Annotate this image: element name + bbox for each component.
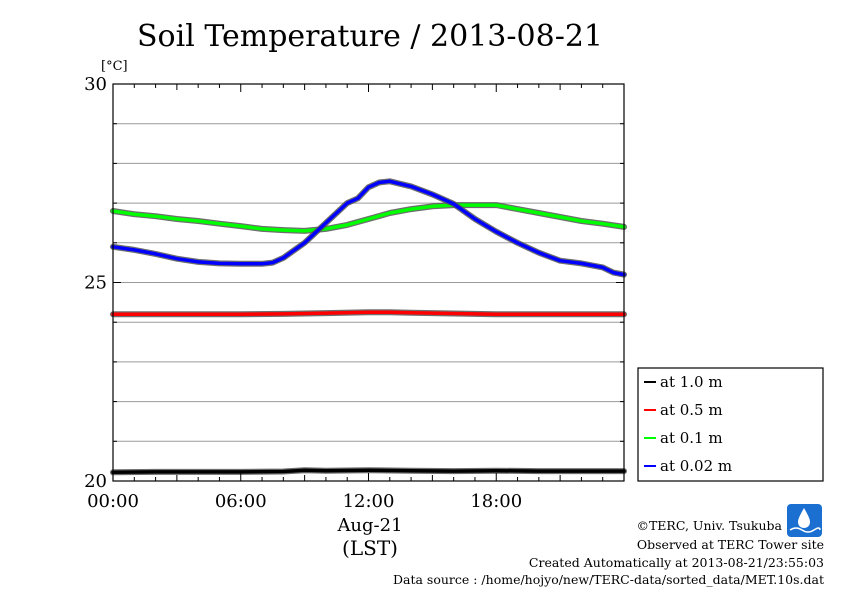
y-tick-label: 20 — [84, 471, 107, 492]
chart-title: Soil Temperature / 2013-08-21 — [137, 19, 603, 54]
y-tick-label: 25 — [84, 273, 107, 294]
legend: at 1.0 m at 0.5 m at 0.1 m at 0.02 m — [637, 367, 824, 482]
footer-data-source: Data source : /home/hojyo/new/TERC-data/… — [393, 572, 824, 587]
legend-label: at 0.5 m — [660, 401, 723, 419]
x-axis-date-label: Aug-21 — [336, 515, 402, 536]
footer-copyright: ©TERC, Univ. Tsukuba — [636, 518, 782, 533]
x-tick-label: 00:00 — [87, 491, 139, 512]
x-tick-label: 12:00 — [343, 491, 395, 512]
series-group — [110, 202, 627, 234]
y-axis-unit: [°C] — [101, 59, 128, 74]
droplet-icon — [798, 508, 810, 528]
axis-tick-labels: 20 25 30 00:00 06:00 12:00 18:00 — [84, 74, 522, 512]
series-group — [110, 467, 627, 476]
x-axis-timezone-label: (LST) — [342, 536, 398, 560]
series-line — [111, 310, 626, 317]
wave-icon — [789, 527, 821, 533]
legend-label: at 1.0 m — [660, 373, 723, 391]
series-line — [111, 468, 626, 475]
series-group — [110, 309, 627, 318]
series-line — [111, 203, 626, 233]
series-line — [111, 179, 626, 277]
legend-label: at 0.02 m — [660, 457, 732, 475]
y-tick-label: 30 — [84, 74, 107, 95]
axis-ticks — [112, 83, 625, 482]
series-lines — [110, 178, 627, 476]
terc-logo — [787, 504, 822, 537]
grid-lines — [113, 123, 624, 442]
footer-created-timestamp: Created Automatically at 2013-08-21/23:5… — [529, 555, 824, 570]
footer-observed-site: Observed at TERC Tower site — [637, 537, 824, 552]
series-group — [110, 178, 627, 278]
legend-label: at 0.1 m — [660, 429, 723, 447]
x-tick-label: 06:00 — [215, 491, 267, 512]
legend-box — [637, 367, 824, 482]
x-tick-label: 18:00 — [470, 491, 522, 512]
